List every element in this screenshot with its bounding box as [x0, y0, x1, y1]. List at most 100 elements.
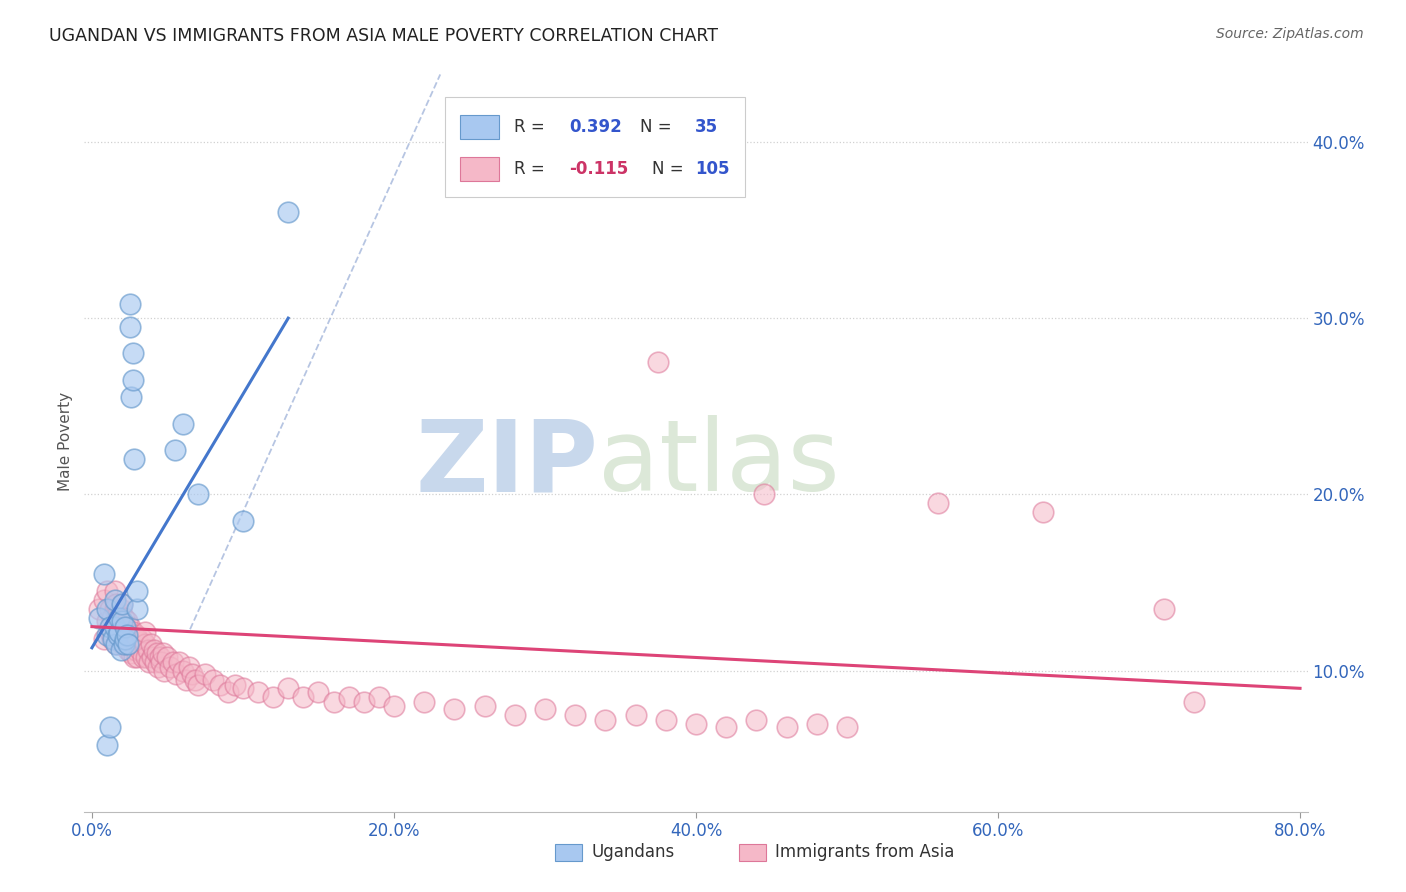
Point: [105, 615, 128, 629]
Point: [277, 681, 299, 696]
Point: [118, 637, 141, 651]
Text: Immigrants from Asia: Immigrants from Asia: [776, 844, 955, 862]
Point: [156, 649, 179, 664]
Point: [111, 615, 134, 629]
Point: [217, 685, 239, 699]
Point: [143, 655, 166, 669]
Point: [139, 637, 162, 651]
Text: Ugandans: Ugandans: [592, 844, 675, 862]
Point: [117, 642, 139, 657]
Point: [148, 660, 170, 674]
Point: [187, 678, 209, 692]
Point: [127, 632, 149, 646]
Point: [337, 690, 360, 705]
Point: [98, 624, 121, 639]
Point: [98, 602, 121, 616]
Point: [115, 615, 138, 629]
Point: [117, 637, 139, 651]
Point: [177, 660, 200, 674]
Point: [103, 593, 125, 607]
Point: [141, 649, 163, 664]
Point: [120, 391, 142, 405]
Point: [927, 496, 949, 510]
Point: [105, 597, 128, 611]
Text: R =: R =: [513, 161, 550, 178]
Point: [103, 602, 125, 616]
Point: [1153, 602, 1175, 616]
Point: [107, 628, 129, 642]
Point: [89, 602, 111, 616]
Point: [142, 642, 165, 657]
Point: [108, 615, 131, 629]
Point: [166, 667, 188, 681]
Point: [108, 632, 131, 646]
Point: [136, 642, 159, 657]
Point: [100, 632, 122, 646]
FancyBboxPatch shape: [555, 845, 582, 861]
Point: [127, 602, 149, 616]
Point: [153, 664, 176, 678]
Point: [96, 615, 118, 629]
Point: [114, 632, 136, 646]
Point: [169, 655, 191, 669]
Text: atlas: atlas: [598, 416, 839, 512]
Text: UGANDAN VS IMMIGRANTS FROM ASIA MALE POVERTY CORRELATION CHART: UGANDAN VS IMMIGRANTS FROM ASIA MALE POV…: [49, 27, 718, 45]
Point: [564, 707, 586, 722]
Point: [474, 698, 496, 713]
Point: [1182, 695, 1205, 709]
Point: [443, 702, 465, 716]
Point: [127, 584, 149, 599]
Point: [101, 632, 124, 646]
Point: [111, 619, 134, 633]
Point: [96, 602, 118, 616]
Point: [108, 624, 131, 639]
Point: [121, 637, 143, 651]
Point: [224, 678, 246, 692]
Point: [162, 655, 184, 669]
Point: [745, 713, 768, 727]
Point: [98, 619, 121, 633]
Point: [183, 673, 205, 687]
Point: [247, 685, 270, 699]
Point: [98, 720, 121, 734]
Point: [122, 649, 145, 664]
Text: 105: 105: [695, 161, 730, 178]
Point: [413, 695, 436, 709]
Point: [1032, 505, 1054, 519]
Point: [93, 566, 115, 581]
Point: [806, 716, 828, 731]
Point: [114, 619, 136, 633]
Point: [322, 695, 344, 709]
Point: [103, 619, 125, 633]
Y-axis label: Male Poverty: Male Poverty: [58, 392, 73, 491]
Point: [120, 628, 142, 642]
Point: [114, 619, 136, 633]
Point: [125, 642, 148, 657]
Point: [127, 649, 149, 664]
Point: [194, 667, 217, 681]
Point: [96, 584, 118, 599]
Point: [100, 611, 122, 625]
Point: [132, 649, 155, 664]
Point: [112, 628, 135, 642]
Point: [118, 619, 141, 633]
Point: [382, 698, 405, 713]
Point: [595, 713, 617, 727]
Point: [114, 637, 136, 651]
Point: [292, 690, 315, 705]
Point: [111, 597, 134, 611]
Text: 35: 35: [695, 119, 718, 136]
Point: [93, 593, 115, 607]
Point: [307, 685, 329, 699]
Point: [107, 628, 129, 642]
Point: [134, 624, 156, 639]
Point: [105, 637, 128, 651]
Text: N =: N =: [640, 119, 676, 136]
Point: [122, 452, 145, 467]
Point: [262, 690, 284, 705]
Point: [115, 632, 138, 646]
Point: [110, 624, 132, 639]
Point: [159, 660, 181, 674]
Point: [96, 628, 118, 642]
Point: [121, 373, 143, 387]
